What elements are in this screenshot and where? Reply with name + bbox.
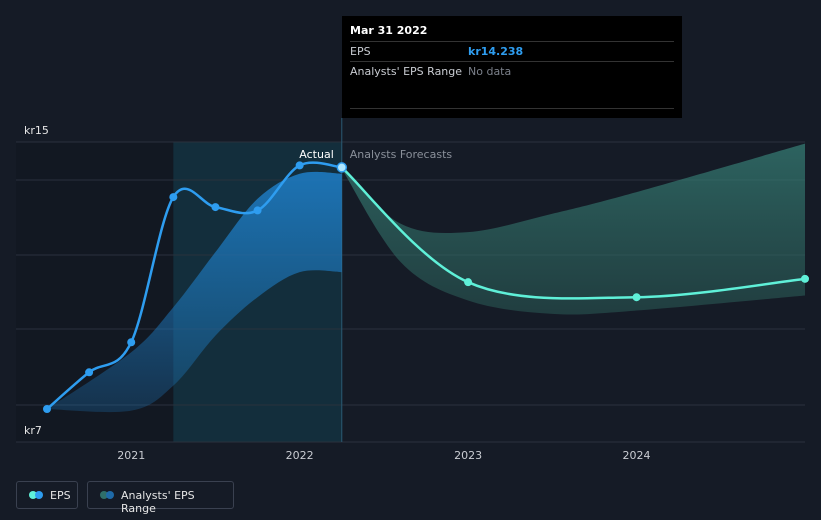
legend-eps-range[interactable]: Analysts' EPS Range [87, 481, 234, 515]
eps-range-band-forecast [341, 143, 805, 315]
y-tick-label: kr15 [24, 124, 49, 137]
eps-point [295, 161, 304, 170]
actual-label: Actual [299, 148, 333, 161]
tooltip-range-label: Analysts' EPS Range [350, 65, 463, 78]
tooltip-row-range: Analysts' EPS Range No data [350, 61, 674, 82]
range-legend-icon [100, 491, 114, 499]
eps-line-actual [46, 161, 342, 410]
tooltip-range-value: No data [468, 65, 512, 78]
eps-point [169, 193, 178, 202]
tooltip-row-eps: EPS kr14.238 [350, 41, 674, 62]
forecast-label: Analysts Forecasts [350, 148, 453, 161]
eps-line-forecast [340, 166, 806, 300]
y-tick-label: kr7 [24, 424, 42, 437]
x-tick-label: 2023 [454, 449, 482, 462]
eps-point [253, 206, 262, 215]
tooltip-divider [350, 108, 674, 109]
eps-point [85, 368, 94, 377]
x-tick-label: 2022 [286, 449, 314, 462]
eps-point [127, 338, 136, 347]
eps-range-band-actual [47, 171, 342, 413]
eps-point [464, 278, 473, 287]
eps-point [801, 274, 809, 283]
eps-point [43, 405, 51, 413]
tooltip: Mar 31 2022 EPS kr14.238 Analysts' EPS R… [342, 16, 682, 118]
legend-range-label: Analysts' EPS Range [121, 489, 195, 515]
eps-point [632, 293, 641, 302]
x-tick-label: 2021 [117, 449, 145, 462]
eps-point [336, 162, 348, 173]
x-tick-label: 2024 [623, 449, 651, 462]
legend-eps-label: EPS [50, 489, 71, 502]
tooltip-eps-label: EPS [350, 45, 371, 58]
tooltip-eps-value: kr14.238 [468, 45, 524, 58]
tooltip-date: Mar 31 2022 [350, 24, 428, 37]
eps-point [211, 203, 220, 212]
eps-legend-icon [29, 491, 43, 499]
legend-eps[interactable]: EPS [16, 481, 78, 509]
